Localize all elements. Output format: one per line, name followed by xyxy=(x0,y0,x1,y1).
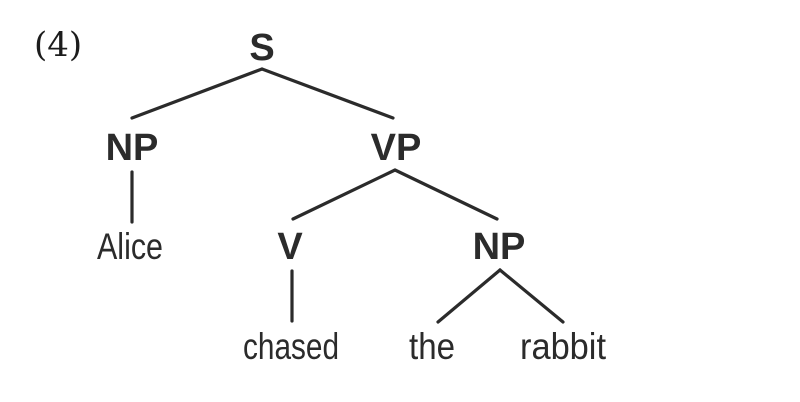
edge-s-np xyxy=(130,67,264,120)
edge-np-the xyxy=(436,268,502,324)
edge-np-rabbit xyxy=(498,268,565,324)
node-subject-np: NP xyxy=(106,127,159,169)
node-object-np: NP xyxy=(473,226,526,268)
node-vp: VP xyxy=(371,127,422,169)
node-v: V xyxy=(277,226,303,268)
word-chased: chased xyxy=(243,326,339,367)
node-s: S xyxy=(249,27,274,69)
word-rabbit: rabbit xyxy=(520,326,607,367)
edge-vp-np xyxy=(393,168,499,221)
word-alice: Alice xyxy=(97,226,163,267)
example-number: (4) xyxy=(34,25,82,65)
word-the: the xyxy=(409,326,455,367)
edge-vp-v xyxy=(291,168,397,221)
edge-s-vp xyxy=(260,67,395,120)
